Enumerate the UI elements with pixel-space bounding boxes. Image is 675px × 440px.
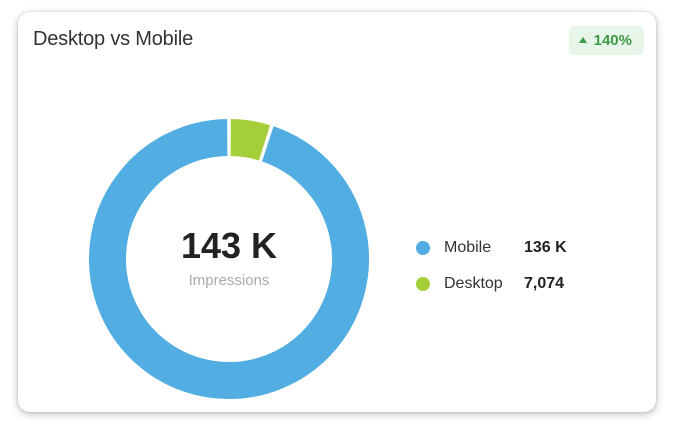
- legend-swatch-mobile: [416, 241, 430, 255]
- chart-card: Desktop vs Mobile 140% 143 K Impressions…: [18, 12, 656, 412]
- donut-slice-mobile[interactable]: [87, 116, 371, 401]
- legend-value-desktop: 7,074: [524, 275, 565, 292]
- donut-chart: [87, 116, 371, 401]
- triangle-up-icon: [578, 36, 587, 43]
- chart-legend: Mobile 136 K Desktop 7,074: [416, 230, 567, 302]
- card-title: Desktop vs Mobile: [33, 28, 193, 50]
- donut-slice-desktop[interactable]: [228, 116, 273, 163]
- change-badge-value: 140%: [593, 32, 632, 49]
- legend-item-mobile[interactable]: Mobile 136 K: [416, 230, 567, 266]
- donut-center-value: 143 K: [180, 225, 278, 266]
- change-badge: 140%: [568, 26, 644, 55]
- legend-swatch-desktop: [416, 277, 430, 291]
- legend-item-desktop[interactable]: Desktop 7,074: [416, 266, 564, 302]
- donut-center-label: Impressions: [188, 272, 270, 289]
- legend-label-desktop: Desktop: [444, 275, 503, 292]
- legend-value-mobile: 136 K: [524, 239, 567, 256]
- legend-label-mobile: Mobile: [444, 239, 492, 256]
